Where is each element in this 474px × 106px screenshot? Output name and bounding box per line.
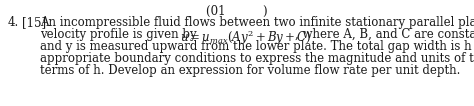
Text: , where A, B, and C are constants: , where A, B, and C are constants: [295, 28, 474, 41]
Text: velocity profile is given by: velocity profile is given by: [40, 28, 201, 41]
Text: (01          ): (01 ): [206, 5, 268, 18]
Text: An incompressible fluid flows between two infinite stationary parallel plates. T: An incompressible fluid flows between tw…: [40, 16, 474, 29]
Text: $u = u_{max}(Ay^2 + By + C)$: $u = u_{max}(Ay^2 + By + C)$: [180, 28, 311, 47]
Text: [15]: [15]: [22, 16, 46, 29]
Text: 4.: 4.: [8, 16, 19, 29]
Text: terms of h. Develop an expression for volume flow rate per unit depth.: terms of h. Develop an expression for vo…: [40, 64, 460, 77]
Text: appropriate boundary conditions to express the magnitude and units of the consta: appropriate boundary conditions to expre…: [40, 52, 474, 65]
Text: and y is measured upward from the lower plate. The total gap width is h units. U: and y is measured upward from the lower …: [40, 40, 474, 53]
